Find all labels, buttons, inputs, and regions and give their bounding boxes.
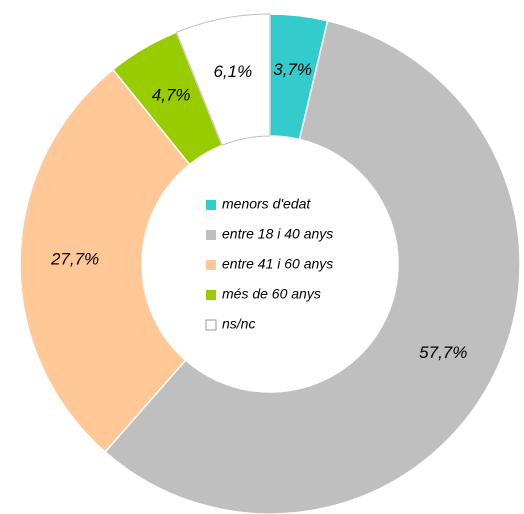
slice xyxy=(104,19,521,514)
legend-swatch xyxy=(206,230,216,240)
data-label: 57,7% xyxy=(419,343,467,362)
legend-swatch xyxy=(206,200,216,210)
data-label: 27,7% xyxy=(50,249,99,268)
data-label: 6,1% xyxy=(213,62,252,81)
data-label: 4,7% xyxy=(152,85,191,104)
slice xyxy=(19,68,191,453)
legend-swatch xyxy=(206,290,216,300)
slice xyxy=(175,13,271,146)
legend-label: entre 18 i 40 anys xyxy=(222,226,333,242)
legend-swatch xyxy=(205,319,217,331)
legend-label: més de 60 anys xyxy=(222,286,321,302)
legend-label: menors d'edat xyxy=(222,196,311,212)
legend-swatch xyxy=(206,260,216,270)
legend-label: entre 41 i 60 anys xyxy=(222,256,333,272)
legend-label: ns/nc xyxy=(222,316,255,332)
data-label: 3,7% xyxy=(273,60,312,79)
